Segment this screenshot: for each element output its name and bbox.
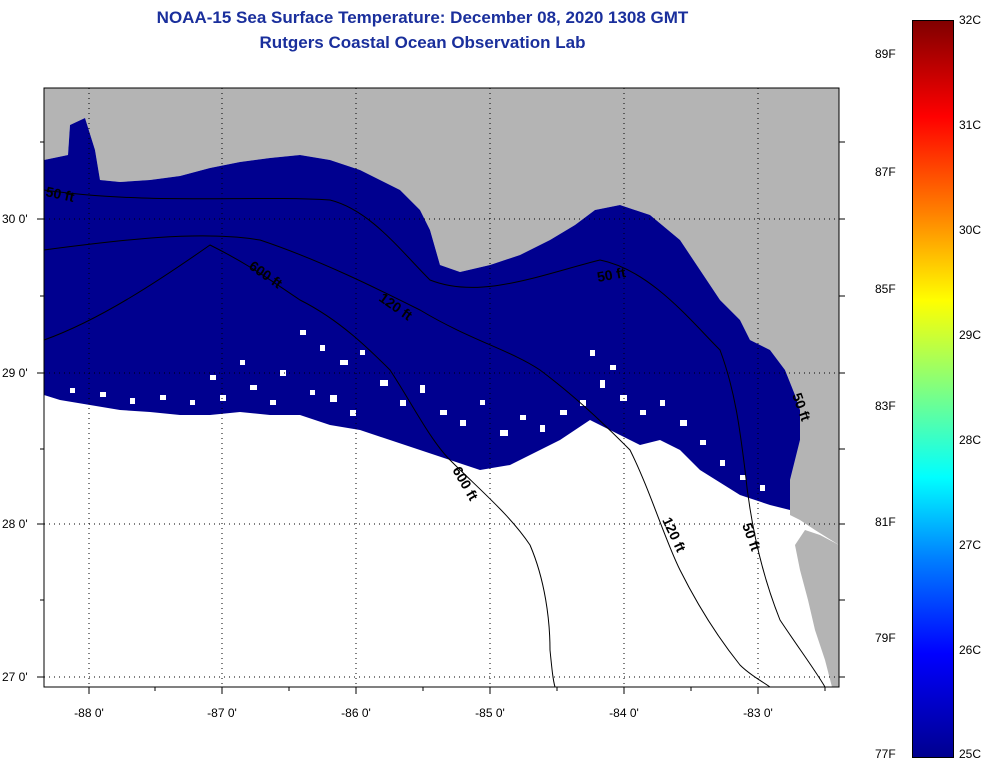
colorbar-c-label: 25C: [959, 747, 982, 761]
latitude-axis: 30 0' 29 0' 28 0' 27 0': [2, 212, 28, 684]
colorbar-f-label: 81F: [875, 515, 896, 529]
colorbar-f-label: 85F: [875, 282, 896, 296]
longitude-label: -86 0': [341, 706, 371, 720]
colorbar-f-label: 83F: [875, 399, 896, 413]
latitude-label: 30 0': [2, 212, 28, 226]
temperature-colorbar: [912, 20, 954, 758]
land-peninsula: [795, 530, 839, 687]
axis-ticks: [37, 141, 845, 694]
contour-label: 50 ft: [44, 183, 76, 205]
colorbar-f-label: 89F: [875, 47, 896, 61]
longitude-label: -83 0': [743, 706, 773, 720]
contour-600ft: [43, 244, 556, 688]
colorbar-c-label: 27C: [959, 538, 982, 552]
map-subtitle: Rutgers Coastal Ocean Observation Lab: [259, 33, 586, 52]
longitude-label: -84 0': [609, 706, 639, 720]
bathymetry-contours: [43, 189, 826, 688]
colorbar-c-label: 32C: [959, 13, 982, 27]
latitude-label: 27 0': [2, 670, 28, 684]
contour-label: 50 ft: [596, 264, 627, 285]
colorbar-c-label: 29C: [959, 328, 982, 342]
colorbar-c-label: 26C: [959, 643, 982, 657]
latitude-label: 28 0': [2, 517, 28, 531]
contour-120ft: [43, 235, 771, 688]
colorbar-f-label: 79F: [875, 631, 896, 645]
longitude-label: -87 0': [207, 706, 237, 720]
colorbar-c-label: 28C: [959, 433, 982, 447]
map-border: [43, 87, 840, 688]
colorbar-f-label: 77F: [875, 747, 896, 761]
map-title: NOAA-15 Sea Surface Temperature: Decembe…: [156, 8, 689, 27]
colorbar-f-label: 87F: [875, 165, 896, 179]
colorbar-c-label: 31C: [959, 118, 982, 132]
longitude-label: -85 0': [475, 706, 505, 720]
longitude-axis: -88 0' -87 0' -86 0' -85 0' -84 0' -83 0…: [74, 706, 773, 720]
colorbar-c-label: 30C: [959, 223, 982, 237]
latitude-label: 29 0': [2, 366, 28, 380]
sst-ocean-region: [44, 118, 800, 510]
contour-50ft: [43, 189, 826, 688]
longitude-label: -88 0': [74, 706, 104, 720]
land-region: [44, 88, 839, 545]
cloud-specks: [70, 330, 765, 491]
